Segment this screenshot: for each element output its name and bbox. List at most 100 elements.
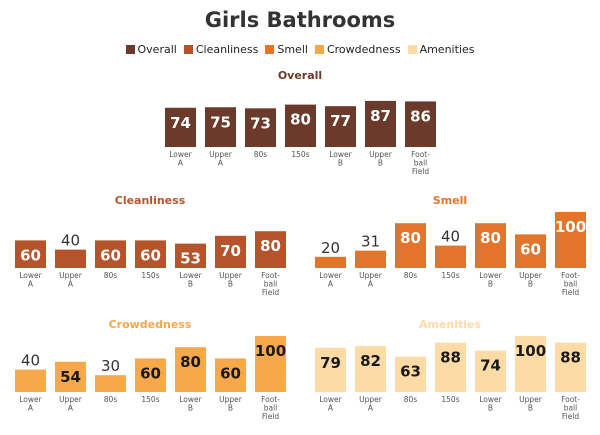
chart-title: Girls Bathrooms [204,8,396,32]
smell-value-label: 20 [321,239,340,257]
crowdedness-category-label: Lower [179,395,202,404]
cleanliness-bar [55,249,86,268]
overall-value-label: 80 [290,111,311,129]
amenities-bar [395,356,426,392]
cleanliness-category-label: B [188,280,193,289]
crowdedness-bar [55,361,86,392]
overall-value-label: 73 [250,114,271,132]
crowdedness-category-label: ball [264,404,278,413]
amenities-value-label: 63 [400,363,421,381]
smell-value-label: 60 [520,240,541,258]
crowdedness-bar [175,347,206,392]
legend-swatch-overall [125,45,135,54]
amenities-category-label: Field [562,412,580,421]
amenities-category-label: Upper [519,395,543,404]
overall-bar [205,107,236,147]
amenities-value-label: 74 [480,357,501,375]
smell-bar [315,256,346,268]
cleanliness-category-label: Upper [59,271,83,280]
overall-category-label: Upper [209,150,233,159]
crowdedness-bar [135,358,166,392]
amenities-bar [435,342,466,392]
legend-label-smell: Smell [277,43,308,56]
crowdedness-value-label: 60 [220,364,241,382]
legend: Overall Cleanliness Smell Crowdedness Am… [0,43,600,56]
smell-category-label: Lower [479,271,502,280]
crowdedness-category-label: Field [262,412,280,421]
crowdedness-category-label: A [28,404,34,413]
crowdedness-category-label: B [188,404,193,413]
smell-category-label: Lower [319,271,342,280]
smell-bar [475,223,506,268]
amenities-category-label: A [328,404,334,413]
smell-value-label: 31 [361,233,380,251]
crowdedness-value-label: 60 [140,364,161,382]
amenities-category-label: A [368,404,374,413]
cleanliness-category-label: Foot- [261,271,280,280]
legend-label-overall: Overall [137,43,177,56]
cleanliness-category-label: Lower [179,271,202,280]
overall-category-label: A [218,159,224,168]
cleanliness-value-label: 53 [180,250,201,268]
amenities-bar [355,346,386,392]
legend-item-crowdedness: Crowdedness [314,43,401,56]
cleanliness-category-label: A [28,280,34,289]
smell-category-label: ball [564,280,578,289]
legend-swatch-crowdedness [314,45,324,54]
overall-bar [245,108,276,147]
amenities-value-label: 88 [440,349,461,367]
smell-value-label: 80 [480,229,501,247]
legend-label-cleanliness: Cleanliness [195,43,259,56]
overall-value-label: 86 [410,107,431,125]
overall-bar [365,100,396,147]
crowdedness-value-label: 100 [255,342,286,360]
overall-category-label: A [178,159,184,168]
amenities-value-label: 82 [360,352,381,370]
cleanliness-category-label: A [68,280,74,289]
overall-category-label: Foot- [411,150,430,159]
cleanliness-category-label: 80s [104,271,118,280]
crowdedness-category-label: Lower [19,395,42,404]
amenities-value-label: 88 [560,349,581,367]
crowdedness-value-label: 30 [101,357,120,375]
cleanliness-category-label: Lower [19,271,42,280]
smell-category-label: 80s [404,271,418,280]
crowdedness-bar [255,336,286,392]
overall-category-label: Lower [169,150,192,159]
amenities-bar [515,336,546,392]
overall-category-label: 80s [254,150,268,159]
crowdedness-category-label: Upper [59,395,83,404]
cleanliness-bar [255,231,286,268]
crowdedness-bar [15,369,46,392]
smell-value-label: 80 [400,229,421,247]
smell-bar [515,234,546,268]
cleanliness-value-label: 80 [260,237,281,255]
amenities-category-label: ball [564,404,578,413]
amenities-bar [555,342,586,392]
crowdedness-value-label: 54 [60,368,81,386]
smell-category-label: Field [562,288,580,297]
smell-category-label: B [528,280,533,289]
overall-category-label: ball [414,159,428,168]
cleanliness-category-label: Field [262,288,280,297]
cleanliness-category-label: 150s [141,271,159,280]
overall-category-label: B [338,159,343,168]
smell-category-label: Upper [359,271,383,280]
smell-category-label: Upper [519,271,543,280]
overall-value-label: 77 [330,112,351,130]
cleanliness-bar [175,243,206,268]
cleanliness-value-label: 60 [140,246,161,264]
cleanliness-category-label: B [228,280,233,289]
amenities-panel-title: Amenities [419,318,482,331]
crowdedness-category-label: 80s [104,395,118,404]
amenities-category-label: Upper [359,395,383,404]
amenities-bar [475,350,506,392]
legend-label-crowdedness: Crowdedness [326,43,401,56]
overall-category-label: Upper [369,150,393,159]
cleanliness-bar [135,240,166,268]
overall-category-label: 150s [291,150,309,159]
amenities-category-label: Lower [479,395,502,404]
cleanliness-category-label: ball [264,280,278,289]
crowdedness-panel-title: Crowdedness [109,318,192,331]
